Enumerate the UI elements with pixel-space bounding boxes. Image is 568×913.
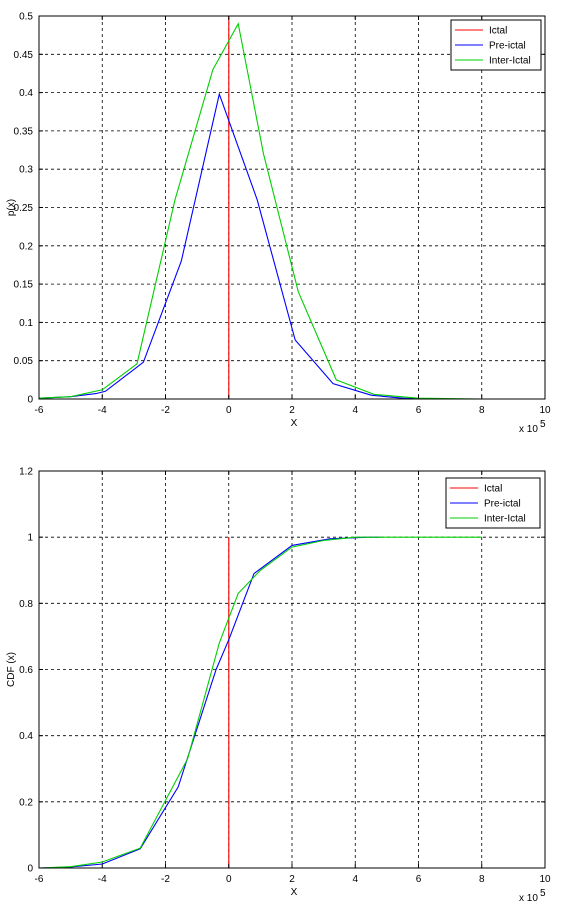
x-tick-label: 4 [352, 405, 358, 416]
legend-entry-ictal: Ictal [484, 484, 502, 495]
y-tick-label: 0.2 [19, 241, 33, 252]
y-tick-label: 0.25 [14, 203, 34, 214]
legend-entry-inter-ictal: Inter-Ictal [489, 56, 531, 67]
x-tick-label: -6 [35, 405, 44, 416]
y-tick-label: 0.4 [19, 731, 33, 742]
y-tick-label: 1 [27, 533, 33, 544]
y-tick-label: 0.1 [19, 318, 33, 329]
y-tick-label: 0.5 [19, 12, 33, 23]
y-tick-label: 0.35 [14, 126, 34, 137]
series-line-inter-ictal [38, 536, 482, 869]
x-axis-multiplier: x 10 [519, 893, 538, 904]
legend-entry-ictal: Ictal [489, 26, 507, 37]
x-tick-label: 8 [479, 405, 485, 416]
x-axis-multiplier: x 10 [519, 424, 538, 435]
y-tick-label: 0.3 [19, 165, 33, 176]
x-tick-label: 0 [226, 405, 232, 416]
x-tick-label: -2 [161, 405, 170, 416]
legend-entry-inter-ictal: Inter-Ictal [484, 514, 526, 525]
x-tick-label: 10 [539, 405, 551, 416]
x-tick-label: -6 [35, 874, 44, 885]
x-tick-label: 8 [479, 874, 485, 885]
x-tick-label: 0 [226, 874, 232, 885]
x-tick-label: 10 [539, 874, 551, 885]
x-tick-label: -4 [98, 405, 107, 416]
y-tick-label: 0.4 [19, 88, 33, 99]
y-tick-label: 0 [27, 864, 33, 875]
x-tick-label: 2 [289, 874, 295, 885]
x-tick-label: 6 [416, 405, 422, 416]
y-axis-label: p(x) [6, 199, 17, 216]
y-tick-label: 0 [27, 395, 33, 406]
x-tick-label: 6 [416, 874, 422, 885]
y-tick-label: 0.05 [14, 356, 34, 367]
y-tick-label: 0.2 [19, 797, 33, 808]
chart-2: -6 -4 -2 0 2 4 6 8 10 0 0.2 0.4 0.6 0.8 1 1.2 X CDF (x) x … [6, 467, 551, 905]
y-tick-label: 0.8 [19, 599, 33, 610]
x-tick-label: 4 [352, 874, 358, 885]
y-tick-label: 1.2 [19, 467, 33, 478]
chart-1: -6 -4 -2 0 2 4 6 8 10 0 0.05 0.1 0.15 0.2 0.25 0.3 0.35 0… [6, 12, 551, 436]
series-line-pre-ictal [38, 92, 435, 400]
x-axis-label: X [291, 418, 298, 429]
y-tick-label: 0.45 [14, 50, 34, 61]
legend: Ictal Pre-ictal Inter-Ictal [445, 477, 541, 529]
x-tick-label: -2 [161, 874, 170, 885]
y-axis-label: CDF (x) [6, 652, 17, 687]
x-tick-label: -4 [98, 874, 107, 885]
y-tick-label: 0.15 [14, 280, 34, 291]
x-axis-multiplier-exponent: 5 [540, 419, 546, 430]
series-line-pre-ictal [38, 536, 381, 869]
legend-entry-pre-ictal: Pre-ictal [484, 499, 521, 510]
x-tick-label: 2 [289, 405, 295, 416]
legend: Ictal Pre-ictal Inter-Ictal [450, 19, 542, 71]
x-axis-label: X [291, 887, 298, 898]
y-tick-label: 0.6 [19, 665, 33, 676]
x-axis-multiplier-exponent: 5 [540, 888, 546, 899]
series-line-inter-ictal [38, 22, 482, 400]
legend-entry-pre-ictal: Pre-ictal [489, 41, 526, 52]
